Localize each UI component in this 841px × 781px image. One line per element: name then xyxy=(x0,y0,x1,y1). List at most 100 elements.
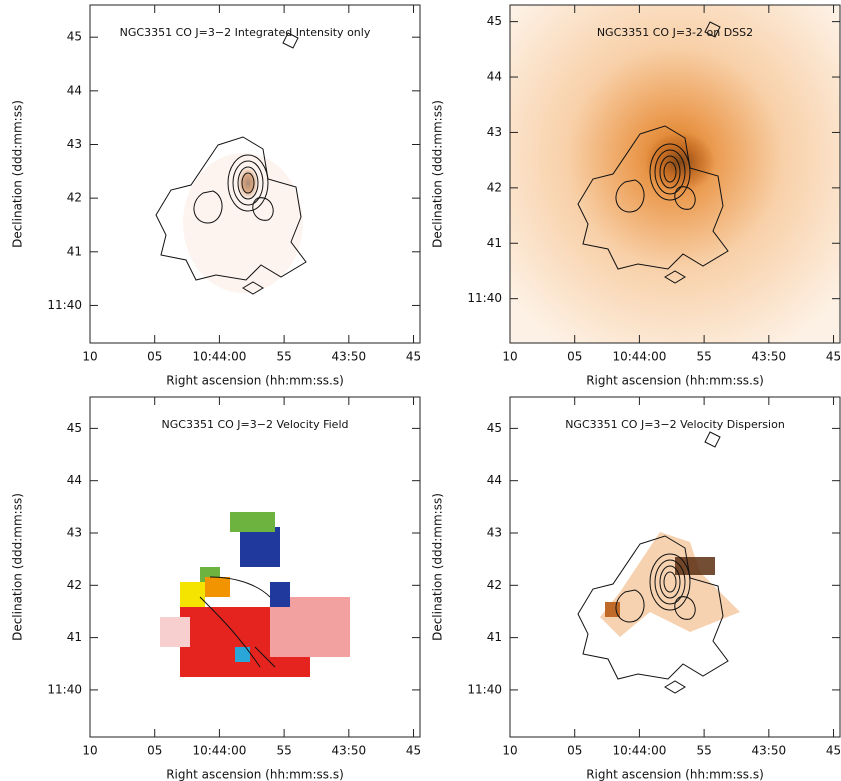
dispersion-map xyxy=(600,532,740,637)
contour xyxy=(155,136,307,281)
emission xyxy=(183,153,303,293)
velocity-pixel xyxy=(270,657,310,677)
x-tick-label: 05 xyxy=(147,744,162,758)
panel: 10 05 10:44:00 55 43:50 45 45 44 43 42 41 11:40 NGC3… xyxy=(431,396,841,781)
y-tick-label: 11:40 xyxy=(47,298,82,312)
y-axis-label: Declination (ddd:mm:ss) xyxy=(431,493,445,641)
y-axis-label: Declination (ddd:mm:ss) xyxy=(11,100,25,248)
contour xyxy=(663,571,677,593)
y-axis-label: Declination (ddd:mm:ss) xyxy=(11,493,25,641)
y-tick-label: 42 xyxy=(67,191,82,205)
x-axis-label: Right ascension (hh:mm:ss.s) xyxy=(586,768,764,781)
panel-title: NGC3351 CO J=3−2 Velocity Field xyxy=(162,418,349,431)
contour xyxy=(664,431,721,694)
contour xyxy=(654,149,686,195)
y-tick-label: 11:40 xyxy=(467,682,502,696)
y-tick-label: 41 xyxy=(67,244,82,258)
x-tick-label: 10 xyxy=(502,350,517,364)
plot-frame xyxy=(509,396,841,738)
x-tick-label: 55 xyxy=(696,350,711,364)
velocity-pixel xyxy=(240,527,280,567)
y-axis-label: Declination (ddd:mm:ss) xyxy=(431,100,445,248)
x-tick-label: 05 xyxy=(147,350,162,364)
panel-title: NGC3351 CO J=3−2 Velocity Dispersion xyxy=(565,418,785,431)
contour xyxy=(663,161,677,183)
x-tick-label: 05 xyxy=(567,744,582,758)
x-tick-label: 55 xyxy=(696,744,711,758)
contour xyxy=(654,559,686,605)
dispersion-peak xyxy=(675,557,715,575)
contour xyxy=(232,160,264,206)
x-axis-label: Right ascension (hh:mm:ss.s) xyxy=(166,374,344,388)
contour xyxy=(615,589,696,623)
contour xyxy=(577,535,729,680)
y-tick-label: 45 xyxy=(67,30,82,44)
y-tick-label: 44 xyxy=(487,473,502,487)
y-tick-label: 41 xyxy=(487,236,502,250)
x-tick-label: 10:44:00 xyxy=(612,744,666,758)
contour xyxy=(199,576,276,668)
bulge xyxy=(645,132,715,192)
x-tick-label: 10 xyxy=(82,744,97,758)
x-tick-label: 45 xyxy=(406,350,421,364)
velocity-pixel xyxy=(270,582,290,607)
y-tick-label: 44 xyxy=(67,83,82,97)
y-tick-label: 43 xyxy=(67,526,82,540)
x-tick-label: 43:50 xyxy=(752,744,787,758)
y-tick-label: 45 xyxy=(487,421,502,435)
y-tick-label: 11:40 xyxy=(47,682,82,696)
panel-title: NGC3351 CO J=3−2 Integrated Intensity on… xyxy=(120,26,371,39)
contour xyxy=(649,553,691,611)
y-tick-label: 45 xyxy=(67,421,82,435)
contour xyxy=(659,155,681,189)
contour xyxy=(664,21,721,284)
x-tick-label: 10 xyxy=(502,744,517,758)
y-tick-label: 44 xyxy=(67,473,82,487)
x-axis-label: Right ascension (hh:mm:ss.s) xyxy=(586,374,764,388)
x-tick-label: 45 xyxy=(826,350,841,364)
x-axis-label: Right ascension (hh:mm:ss.s) xyxy=(166,768,344,781)
x-tick-label: 55 xyxy=(276,744,291,758)
y-tick-label: 42 xyxy=(487,578,502,592)
velocity-pixel xyxy=(205,577,230,597)
y-tick-label: 41 xyxy=(67,630,82,644)
x-tick-label: 05 xyxy=(567,350,582,364)
panel-title: NGC3351 CO J=3-2 on DSS2 xyxy=(597,26,753,39)
contour xyxy=(241,172,255,194)
x-tick-label: 10:44:00 xyxy=(612,350,666,364)
plot-frame xyxy=(89,396,421,738)
x-tick-label: 45 xyxy=(406,744,421,758)
panel: 10 05 10:44:00 55 43:50 45 45 44 43 42 41 11:40 NGC3… xyxy=(431,4,841,388)
x-tick-label: 10:44:00 xyxy=(192,350,246,364)
velocity-pixel xyxy=(180,582,205,607)
velocity-pixel xyxy=(235,647,250,662)
x-tick-label: 45 xyxy=(826,744,841,758)
plot-frame xyxy=(89,4,421,344)
x-tick-label: 43:50 xyxy=(752,350,787,364)
y-tick-label: 43 xyxy=(487,125,502,139)
velocity-pixel xyxy=(230,512,275,532)
y-tick-label: 43 xyxy=(67,137,82,151)
panel: 10 05 10:44:00 55 43:50 45 45 44 43 42 41 11:40 NGC3… xyxy=(11,396,421,781)
contour xyxy=(242,32,299,295)
panel: 10 05 10:44:00 55 43:50 45 45 44 43 42 41 11:40 NGC3… xyxy=(11,4,421,388)
y-tick-label: 42 xyxy=(67,578,82,592)
contour xyxy=(615,179,696,213)
y-tick-label: 43 xyxy=(487,526,502,540)
y-tick-label: 42 xyxy=(487,180,502,194)
y-tick-label: 41 xyxy=(487,630,502,644)
x-tick-label: 10:44:00 xyxy=(192,744,246,758)
contour xyxy=(649,143,691,201)
contour xyxy=(227,154,269,212)
x-tick-label: 10 xyxy=(82,350,97,364)
y-tick-label: 44 xyxy=(487,70,502,84)
velocity-pixel xyxy=(160,617,190,647)
contour xyxy=(659,565,681,599)
contour xyxy=(577,125,729,270)
x-tick-label: 43:50 xyxy=(332,350,367,364)
x-tick-label: 55 xyxy=(276,350,291,364)
contour xyxy=(237,166,259,200)
y-tick-label: 45 xyxy=(487,14,502,28)
x-tick-label: 43:50 xyxy=(332,744,367,758)
